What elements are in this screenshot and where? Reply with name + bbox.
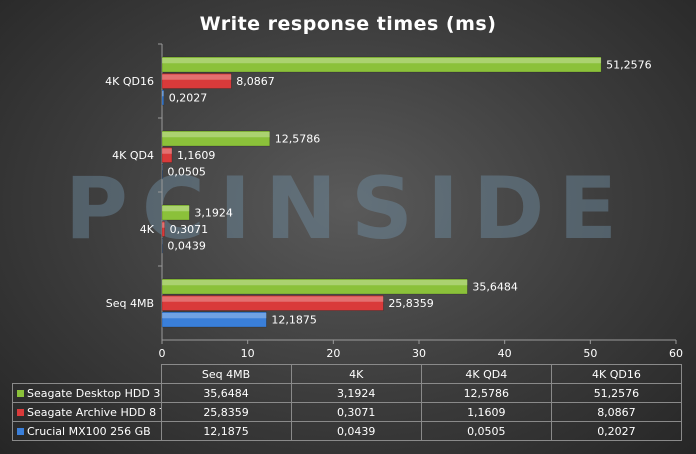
category-label: 4K QD4 (112, 149, 154, 162)
data-label: 51,2576 (606, 59, 652, 72)
table-column-header: 4K QD4 (420, 364, 552, 384)
x-tick-label: 50 (583, 347, 597, 360)
table-header-row: Seq 4MB 4K 4K QD4 4K QD16 (12, 364, 683, 384)
bar (161, 295, 384, 311)
table-cell: 25,8359 (160, 402, 292, 422)
table-cell: 1,1609 (420, 402, 552, 422)
data-label: 12,5786 (275, 133, 321, 146)
data-label: 35,6484 (472, 281, 517, 294)
table-row: Crucial MX100 256 GB 12,1875 0,0439 0,0505 0… (12, 421, 683, 441)
data-label: 8,0867 (236, 75, 275, 88)
legend-swatch (17, 427, 24, 435)
bar-highlight (162, 206, 190, 212)
bar (161, 89, 164, 106)
legend-swatch (17, 389, 24, 397)
data-label: 25,8359 (388, 297, 434, 310)
table-column-header: Seq 4MB (160, 364, 292, 384)
legend-swatch (17, 408, 24, 416)
bar (161, 221, 165, 237)
legend-entry: Seagate Desktop HDD 3 TB (12, 383, 162, 403)
bar (161, 147, 173, 163)
table-cell: 0,0505 (420, 421, 552, 441)
bar-highlight (162, 313, 267, 319)
bar-highlight (162, 58, 602, 64)
bar-highlight (162, 91, 164, 97)
table-row: Seagate Archive HDD 8 TB 25,8359 0,3071 1,1… (12, 402, 683, 422)
data-table: Seq 4MB 4K 4K QD4 4K QD16 Seagate Desktop HD… (12, 364, 683, 441)
bar-highlight (162, 296, 384, 302)
table-cell: 51,2576 (550, 383, 683, 403)
bar-highlight (162, 222, 165, 228)
table-cell: 0,3071 (290, 402, 422, 422)
table-corner (12, 364, 162, 384)
legend-label: Seagate Desktop HDD 3 TB (27, 386, 161, 400)
legend-label: Crucial MX100 256 GB (27, 424, 151, 438)
data-label: 3,1924 (194, 207, 233, 220)
legend-entry: Crucial MX100 256 GB (12, 421, 162, 441)
bar (161, 130, 271, 147)
table-cell: 0,0439 (290, 421, 422, 441)
x-tick-label: 20 (326, 347, 340, 360)
x-tick-label: 10 (241, 347, 255, 360)
chart-title: Write response times (ms) (200, 13, 497, 35)
legend-label: Seagate Archive HDD 8 TB (27, 405, 161, 419)
table-cell: 12,5786 (420, 383, 552, 403)
data-label: 0,0505 (167, 166, 206, 179)
bar-highlight (162, 280, 468, 286)
watermark: PCINSIDE (65, 159, 631, 259)
x-tick-label: 40 (498, 347, 512, 360)
bar-highlight (162, 74, 232, 80)
table-cell: 8,0867 (550, 402, 683, 422)
data-label: 0,0439 (167, 240, 206, 253)
table-column-header: 4K QD16 (550, 364, 683, 384)
data-label: 0,3071 (170, 223, 209, 236)
bar (161, 56, 602, 73)
bar (161, 278, 468, 295)
data-label: 12,1875 (271, 314, 317, 327)
plot-area: 0 10 20 30 40 50 60 Seq 4MB 35,6484 25,8359 12,187… (105, 43, 683, 360)
category-label: 4K QD16 (105, 75, 154, 88)
x-tick-label: 60 (669, 347, 683, 360)
data-label: 0,2027 (169, 92, 208, 105)
bar (161, 311, 267, 328)
table-cell: 35,6484 (160, 383, 292, 403)
table-column-header: 4K (290, 364, 422, 384)
category-label: Seq 4MB (106, 297, 154, 310)
legend-entry: Seagate Archive HDD 8 TB (12, 402, 162, 422)
bar (161, 204, 190, 221)
table-cell: 3,1924 (290, 383, 422, 403)
bar (161, 73, 232, 89)
bar-highlight (162, 132, 270, 138)
table-cell: 12,1875 (160, 421, 292, 441)
bar-highlight (162, 148, 172, 154)
category-label: 4K (140, 223, 155, 236)
table-cell: 0,2027 (550, 421, 683, 441)
x-tick-label: 0 (159, 347, 166, 360)
x-tick-label: 30 (412, 347, 426, 360)
data-label: 1,1609 (177, 149, 216, 162)
table-row: Seagate Desktop HDD 3 TB35,64843,192412,… (12, 383, 683, 403)
